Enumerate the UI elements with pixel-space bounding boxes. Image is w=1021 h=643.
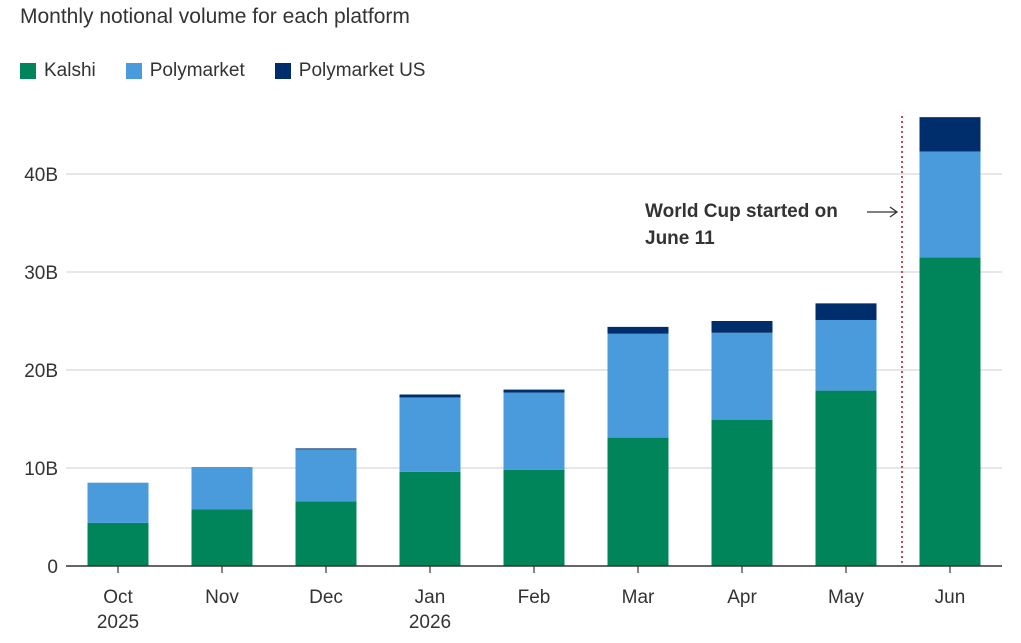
x-tick-label: Apr [727, 587, 757, 608]
bar-polymarket-dec [295, 449, 357, 502]
x-tick-label: 2025 [97, 612, 139, 633]
x-tick-label: Feb [518, 587, 551, 608]
bar-kalshi-may [815, 390, 877, 566]
x-axis: Oct 2025 Nov Dec Jan 2026 Feb Mar Apr May Jun [66, 565, 1002, 633]
annotation-arrowhead [889, 206, 899, 218]
y-tick-label: 10B [24, 459, 58, 480]
bar-kalshi-dec [295, 501, 357, 566]
bar-kalshi-feb [503, 469, 565, 566]
bar-polymarket-us-jun [919, 117, 981, 152]
legend-swatch-polymarket-us [274, 63, 291, 79]
bar-polymarket-oct [87, 482, 149, 523]
x-tick-label: Nov [205, 587, 239, 608]
bar-kalshi-oct [87, 522, 149, 566]
bar-polymarket-nov [191, 467, 253, 510]
x-tick-label: Mar [622, 587, 655, 608]
legend-swatch-kalshi [20, 63, 36, 79]
y-tick-label: 20B [24, 361, 58, 382]
bar-kalshi-mar [607, 437, 669, 566]
legend-item-polymarket-us: Polymarket US [274, 60, 426, 82]
bar-polymarket-feb [503, 392, 565, 470]
bar-polymarket-jan [399, 397, 461, 472]
bar-polymarket-us-jan [399, 394, 461, 398]
x-tick-label: May [828, 587, 864, 608]
bar-polymarket-apr [711, 332, 773, 420]
legend-label-kalshi: Kalshi [44, 60, 96, 81]
bar-kalshi-nov [191, 509, 253, 566]
world-cup-annotation: World Cup started on June 11 [645, 116, 903, 566]
legend-label-polymarket-us: Polymarket US [298, 60, 426, 81]
legend-label-polymarket: Polymarket [149, 60, 245, 81]
y-tick-label: 0 [47, 557, 58, 578]
bar-polymarket-us-may [815, 303, 877, 321]
legend-swatch-polymarket [125, 63, 142, 79]
legend-item-kalshi: Kalshi [20, 60, 96, 82]
bar-polymarket-us-mar [607, 326, 669, 334]
annotation-text: World Cup started on [645, 201, 838, 222]
bars [87, 117, 981, 566]
bar-kalshi-apr [711, 419, 773, 566]
bar-polymarket-jun [919, 151, 981, 258]
x-tick-label: Dec [309, 587, 343, 608]
bar-polymarket-us-dec [295, 448, 357, 450]
annotation-text: June 11 [645, 228, 715, 249]
x-tick-label: Jun [935, 587, 966, 608]
bar-polymarket-mar [607, 333, 669, 438]
y-tick-label: 30B [24, 263, 58, 284]
x-tick-label: Jan [415, 587, 446, 608]
x-tick-label: Oct [103, 587, 133, 608]
bar-polymarket-us-apr [711, 321, 773, 333]
x-tick-label: 2026 [409, 612, 451, 633]
legend-item-polymarket: Polymarket [125, 60, 245, 82]
bar-polymarket-us-feb [503, 389, 565, 393]
legend: Kalshi Polymarket Polymarket US [20, 60, 455, 82]
chart-title: Monthly notional volume for each platfor… [20, 5, 410, 28]
bar-polymarket-may [815, 320, 877, 391]
bar-kalshi-jun [919, 257, 981, 566]
bar-kalshi-jan [399, 471, 461, 566]
y-axis: 0 10B 20B 30B 40B [24, 165, 58, 578]
y-tick-label: 40B [24, 165, 58, 186]
